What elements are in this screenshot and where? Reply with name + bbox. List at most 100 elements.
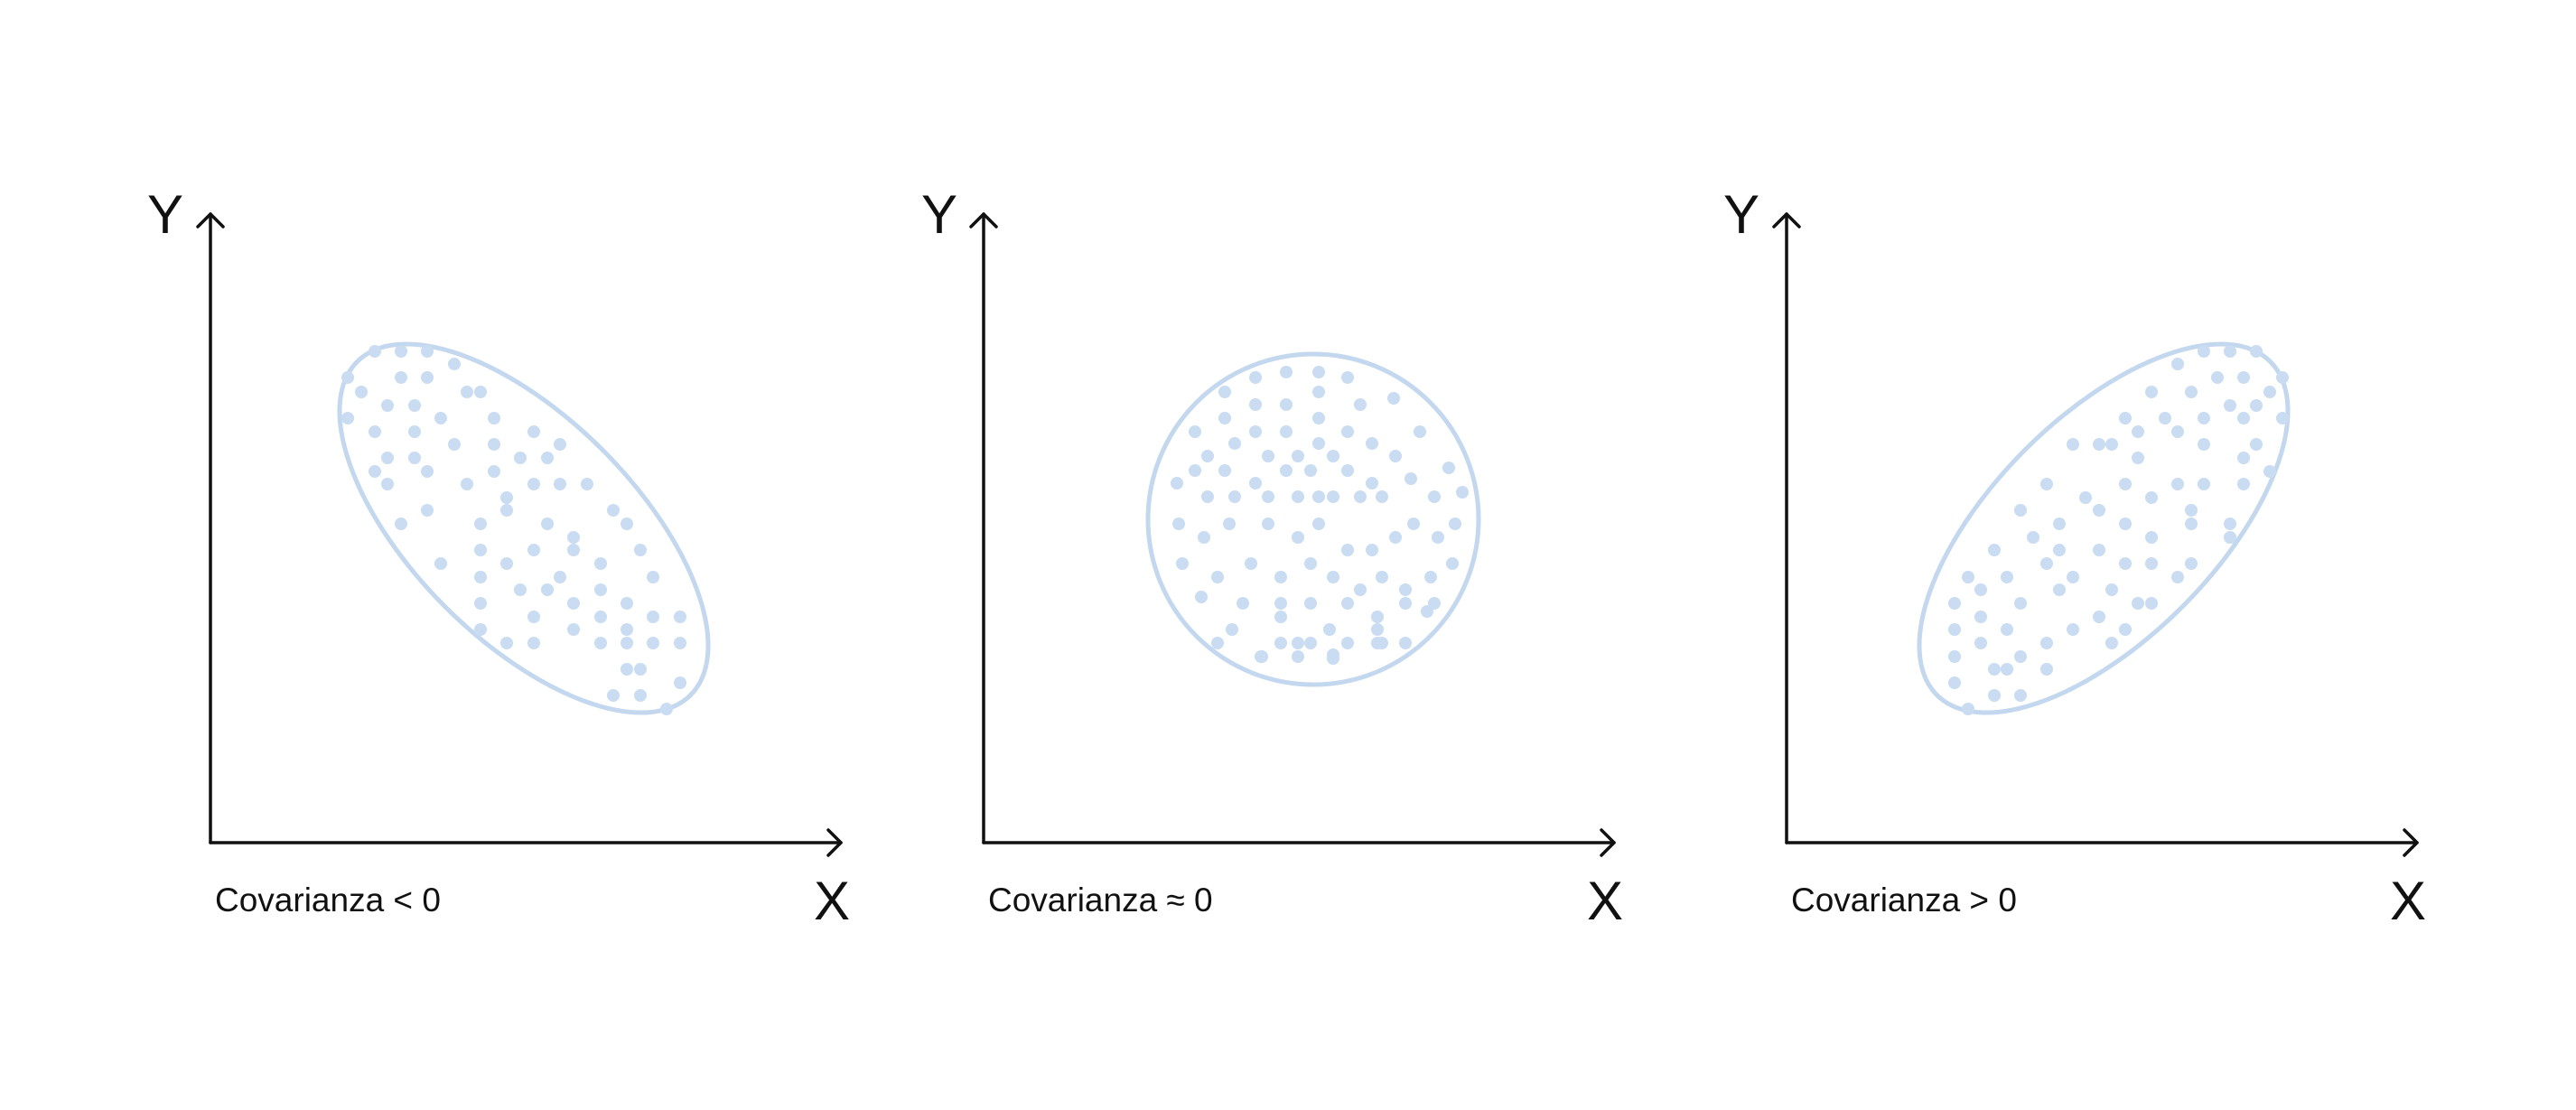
data-point: [554, 438, 566, 451]
data-point: [607, 689, 620, 702]
data-point: [341, 412, 354, 424]
data-point: [1312, 366, 1325, 378]
data-point: [474, 571, 487, 583]
data-point: [674, 611, 686, 623]
data-point: [369, 425, 381, 438]
data-point: [2224, 518, 2236, 530]
panel-caption: Covarianza < 0: [215, 881, 441, 919]
data-point: [1371, 637, 1384, 649]
data-point: [488, 465, 500, 478]
data-point: [1249, 425, 1262, 438]
data-point: [2263, 386, 2276, 398]
data-point: [1274, 571, 1287, 583]
data-point: [1405, 472, 1417, 485]
data-point: [2250, 345, 2263, 358]
data-point: [395, 345, 407, 358]
data-point: [1962, 703, 1974, 715]
data-point: [1280, 366, 1293, 378]
data-point: [488, 438, 500, 451]
data-point: [2237, 412, 2250, 424]
data-point: [1399, 637, 1412, 649]
data-point: [421, 465, 434, 478]
data-point: [2119, 518, 2132, 530]
data-point: [2185, 386, 2198, 398]
data-point: [408, 452, 421, 464]
data-point: [474, 623, 487, 636]
data-point: [1218, 464, 1231, 477]
data-point: [1376, 571, 1388, 583]
data-point: [2014, 650, 2027, 663]
cluster-outline: [1145, 351, 1481, 687]
data-point: [1327, 571, 1339, 583]
data-point: [2067, 438, 2079, 451]
data-point: [2237, 371, 2250, 384]
data-point: [2185, 518, 2198, 530]
data-point: [1312, 518, 1325, 530]
data-point: [1189, 464, 1201, 477]
data-point: [1327, 450, 1339, 462]
data-point: [594, 583, 607, 596]
data-point: [554, 478, 566, 490]
data-point: [421, 371, 434, 384]
data-point: [2053, 583, 2066, 596]
data-point: [1428, 597, 1441, 610]
data-point: [1389, 450, 1402, 462]
data-point: [1304, 557, 1317, 570]
data-point: [1988, 663, 2001, 676]
y-axis-label: Y: [1723, 184, 1759, 245]
data-point: [527, 478, 540, 490]
data-point: [355, 386, 368, 398]
data-point: [434, 412, 447, 424]
data-point: [1389, 531, 1402, 544]
data-point: [1366, 544, 1378, 556]
data-point: [2237, 478, 2250, 490]
data-point: [2001, 623, 2013, 636]
data-point: [2014, 689, 2027, 702]
x-axis-label: X: [814, 871, 850, 931]
data-point: [647, 571, 659, 583]
data-point: [1274, 611, 1287, 623]
data-point: [1399, 583, 1412, 596]
y-axis-arrowhead: [1772, 212, 1801, 229]
data-point: [567, 544, 580, 556]
data-point: [1211, 571, 1224, 583]
data-point: [2027, 531, 2039, 544]
data-point: [2145, 531, 2158, 544]
data-point: [2119, 623, 2132, 636]
data-point: [2198, 345, 2210, 358]
data-point: [1280, 464, 1293, 477]
data-point: [1341, 544, 1354, 556]
data-point: [461, 478, 473, 490]
data-point: [408, 399, 421, 412]
data-point: [1228, 490, 1241, 503]
data-point: [1172, 518, 1185, 530]
data-point: [594, 611, 607, 623]
data-point: [1962, 571, 1974, 583]
data-point: [2211, 371, 2224, 384]
data-point: [1366, 437, 1378, 450]
data-point: [1312, 386, 1325, 398]
data-point: [2040, 637, 2053, 649]
data-point: [541, 518, 554, 530]
data-point: [369, 465, 381, 478]
data-point: [1376, 490, 1388, 503]
data-point: [395, 371, 407, 384]
data-point: [2171, 425, 2184, 438]
data-point: [474, 597, 487, 610]
data-point: [2145, 597, 2158, 610]
data-point: [1446, 557, 1459, 570]
data-point: [1304, 597, 1317, 610]
data-point: [527, 611, 540, 623]
data-point: [527, 425, 540, 438]
panel-caption: Covarianza ≈ 0: [988, 881, 1213, 919]
data-point: [2093, 544, 2105, 556]
data-point: [1189, 425, 1201, 438]
data-point: [541, 452, 554, 464]
data-point: [2224, 531, 2236, 544]
data-point: [1948, 597, 1961, 610]
data-point: [2093, 504, 2105, 517]
data-point: [1341, 371, 1354, 384]
data-point: [421, 345, 434, 358]
data-point: [1456, 486, 1469, 499]
data-point: [1280, 425, 1293, 438]
